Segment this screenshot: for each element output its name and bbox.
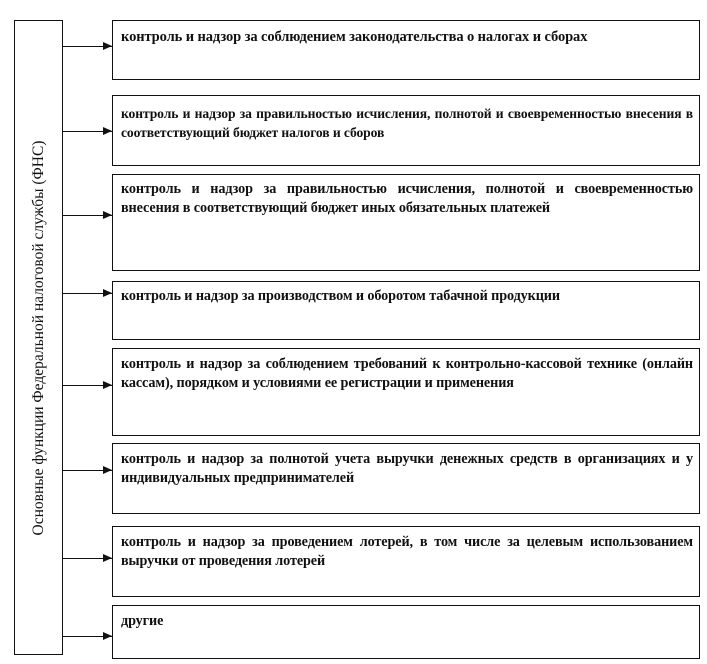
function-box-3: контроль и надзор за правильностью исчис… — [112, 174, 700, 271]
function-box-7: контроль и надзор за проведением лотерей… — [112, 526, 700, 597]
function-box-5: контроль и надзор за соблюдением требова… — [112, 348, 700, 436]
root-node: Основные функции Федеральной налоговой с… — [14, 20, 63, 655]
root-label: Основные функции Федеральной налоговой с… — [29, 140, 47, 535]
arrow-2 — [63, 127, 112, 135]
function-box-4: контроль и надзор за производством и обо… — [112, 281, 700, 340]
function-box-8: другие — [112, 605, 700, 659]
arrow-3 — [63, 211, 112, 219]
arrow-7 — [63, 554, 112, 562]
function-box-2: контроль и надзор за правильностью исчис… — [112, 95, 700, 166]
function-box-1: контроль и надзор за соблюдением законод… — [112, 20, 700, 80]
arrow-6 — [63, 466, 112, 474]
arrow-4 — [63, 289, 112, 297]
arrow-1 — [63, 42, 112, 50]
arrow-5 — [63, 381, 112, 389]
function-box-6: контроль и надзор за полнотой учета выру… — [112, 443, 700, 514]
arrow-8 — [63, 632, 112, 640]
